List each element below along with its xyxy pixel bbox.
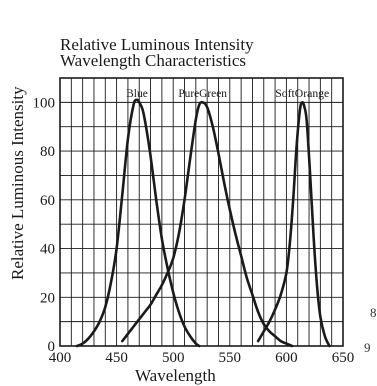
x-tick-label-400: 400	[49, 350, 72, 366]
y-tick-label-100: 100	[33, 95, 56, 111]
x-tick-label-450: 450	[105, 350, 128, 366]
plot-frame	[59, 77, 344, 347]
series-labels: Blue PureGreen SoftOrange	[126, 86, 329, 100]
grid-layer	[60, 78, 343, 346]
chart-title-line-2: Wavelength Characteristics	[60, 51, 247, 70]
x-axis-label: Wavelength	[135, 366, 216, 385]
plot-border	[59, 77, 344, 347]
series-line-blue	[75, 98, 201, 348]
y-tick-label-0: 0	[48, 339, 56, 355]
series-line-puregreen	[120, 100, 294, 348]
y-tick-label-20: 20	[40, 290, 55, 306]
series-line-softorange	[256, 101, 331, 348]
series-label-blue: Blue	[126, 86, 148, 100]
edge-mark-8: 8	[370, 305, 377, 320]
chart-title-line-1: Relative Luminous Intensity	[60, 35, 254, 54]
y-tick-label-80: 80	[40, 144, 55, 160]
edge-mark-9: 9	[364, 340, 371, 355]
tick-labels: 400 450 500 550 600 650 0 20 40 60 80 100	[33, 95, 355, 366]
series-label-softorange: SoftOrange	[275, 86, 329, 100]
x-tick-label-650: 650	[332, 350, 355, 366]
y-tick-label-40: 40	[40, 242, 55, 258]
x-tick-label-500: 500	[162, 350, 185, 366]
series-label-puregreen: PureGreen	[178, 86, 227, 100]
x-tick-label-600: 600	[275, 350, 298, 366]
x-tick-label-550: 550	[219, 350, 242, 366]
series-layer	[75, 98, 331, 348]
y-tick-label-60: 60	[40, 193, 55, 209]
